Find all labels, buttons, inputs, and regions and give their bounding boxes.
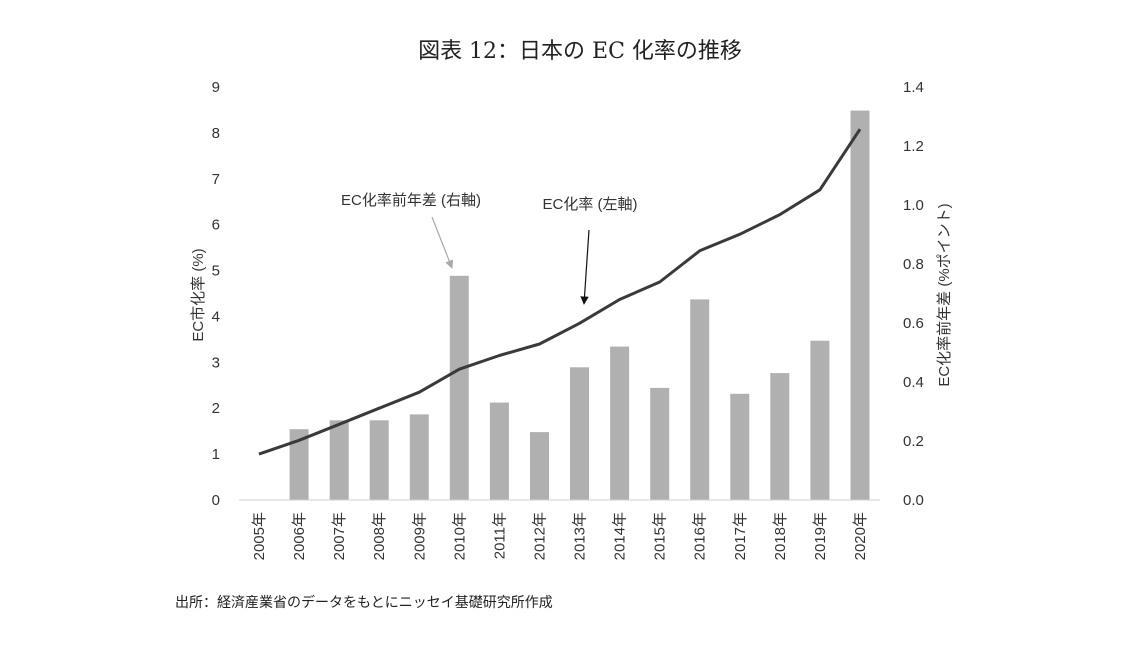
bar-2008年 <box>369 420 389 500</box>
bar-2010年 <box>449 275 469 500</box>
x-tick-label: 2019年 <box>812 512 829 560</box>
x-tick-label: 2009年 <box>411 512 428 560</box>
bar-2019年 <box>810 340 830 500</box>
left-tick-label: 2 <box>212 400 220 417</box>
chart-title: 図表 12：日本の EC 化率の推移 <box>418 39 742 64</box>
x-tick-label: 2013年 <box>572 512 589 560</box>
left-tick-label: 4 <box>212 308 220 325</box>
x-tick-label: 2010年 <box>451 512 468 560</box>
annotation-bar-label: EC化率前年差 (右軸) <box>341 192 481 209</box>
left-tick-label: 1 <box>212 446 220 463</box>
right-tick-label: 0.2 <box>903 433 924 450</box>
x-tick-label: 2017年 <box>732 512 749 560</box>
right-tick-label: 0.8 <box>903 256 924 273</box>
left-axis-ticks: 0 1 2 3 4 5 6 7 8 9 <box>212 79 220 509</box>
bar-2020年 <box>850 110 870 500</box>
bar-series <box>289 110 870 501</box>
right-tick-label: 1.4 <box>903 79 924 96</box>
x-tick-label: 2018年 <box>772 512 789 560</box>
bar-2011年 <box>489 402 509 500</box>
right-tick-label: 1.0 <box>903 197 924 214</box>
x-tick-label: 2016年 <box>692 512 709 560</box>
right-tick-label: 0.6 <box>903 315 924 332</box>
right-tick-label: 0.0 <box>903 492 924 509</box>
bar-2016年 <box>690 299 710 500</box>
annotation-bar-arrow <box>431 216 454 269</box>
bar-2017年 <box>730 393 750 500</box>
left-tick-label: 5 <box>212 263 220 280</box>
x-tick-label: 2011年 <box>491 512 508 559</box>
bar-2012年 <box>530 432 549 500</box>
bar-2014年 <box>610 346 630 500</box>
left-tick-label: 9 <box>212 79 220 96</box>
x-tick-label: 2012年 <box>532 512 549 560</box>
right-tick-label: 0.4 <box>903 374 924 391</box>
left-axis-title: EC市化率 (%) <box>190 248 207 341</box>
right-axis-ticks: 0.0 0.2 0.4 0.6 0.8 1.0 1.2 1.4 <box>903 79 924 509</box>
right-axis-title: EC化率前年差 (%ポイント) <box>936 203 953 386</box>
bar-2007年 <box>329 420 349 500</box>
line-series-ec-rate <box>258 128 862 456</box>
x-tick-label: 2020年 <box>852 512 869 560</box>
x-axis-ticks: 2005年 2006年 2007年 2008年 2009年 2010年 2011年 2012年… <box>251 512 869 560</box>
bar-2013年 <box>570 367 589 501</box>
x-tick-label: 2007年 <box>331 512 348 560</box>
x-tick-label: 2015年 <box>652 512 669 560</box>
bar-2009年 <box>409 414 429 500</box>
left-tick-label: 0 <box>212 492 220 509</box>
source-note: 出所：経済産業省のデータをもとにニッセイ基礎研究所作成 <box>175 594 553 611</box>
bar-2018年 <box>770 373 790 500</box>
left-tick-label: 6 <box>212 217 220 234</box>
bar-2015年 <box>650 387 670 500</box>
bar-2006年 <box>289 429 309 500</box>
left-tick-label: 8 <box>212 125 220 142</box>
x-tick-label: 2008年 <box>371 512 388 560</box>
annotation-line-label: EC化率 (左軸) <box>543 196 638 213</box>
x-tick-label: 2005年 <box>251 512 268 560</box>
x-tick-label: 2014年 <box>612 512 629 560</box>
x-tick-label: 2006年 <box>291 512 308 560</box>
left-tick-label: 7 <box>212 171 220 188</box>
left-tick-label: 3 <box>212 354 220 371</box>
annotation-line-arrow <box>580 229 590 305</box>
right-tick-label: 1.2 <box>903 138 924 155</box>
